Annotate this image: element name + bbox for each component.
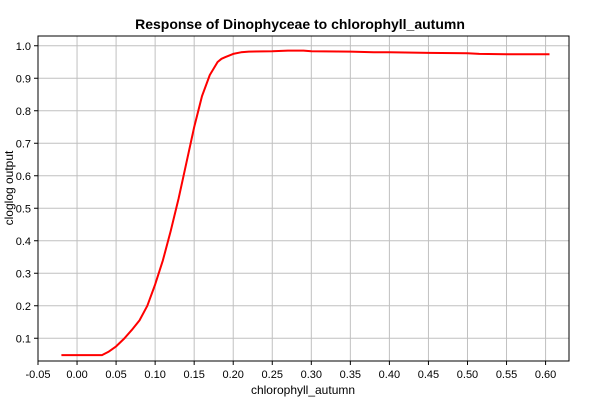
x-tick-label: -0.05 xyxy=(25,369,50,381)
y-tick-label: 0.2 xyxy=(16,301,31,313)
series-layer xyxy=(61,49,550,357)
y-axis-label: cloglog output xyxy=(2,150,16,225)
x-tick-label: 0.55 xyxy=(496,369,517,381)
plot-border xyxy=(37,35,570,362)
x-tick-label: 0.40 xyxy=(379,369,400,381)
y-tick-label: 0.5 xyxy=(16,203,31,215)
chart-title: Response of Dinophyceae to chlorophyll_a… xyxy=(135,16,465,32)
y-tick-label: 0.9 xyxy=(16,73,31,85)
y-tick-label: 0.4 xyxy=(16,236,31,248)
x-tick-label: 0.15 xyxy=(183,369,204,381)
x-tick-label: 0.20 xyxy=(223,369,244,381)
y-tick-label: 0.8 xyxy=(16,106,31,118)
y-axis-ticks: 0.1 0.2 0.3 0.4 0.5 0.6 0.7 0.8 0.9 1.0 xyxy=(16,41,38,345)
x-tick-label: 0.30 xyxy=(301,369,322,381)
gridlines xyxy=(37,36,569,361)
x-tick-label: 0.10 xyxy=(144,369,165,381)
x-tick-label: 0.05 xyxy=(105,369,126,381)
x-tick-label: 0.25 xyxy=(262,369,283,381)
x-tick-label: 0.60 xyxy=(535,369,556,381)
x-tick-label: 0.50 xyxy=(457,369,478,381)
y-tick-label: 0.1 xyxy=(16,333,31,345)
y-tick-label: 0.6 xyxy=(16,171,31,183)
x-tick-label: 0.00 xyxy=(66,369,87,381)
y-tick-label: 0.3 xyxy=(16,268,31,280)
x-tick-label: 0.35 xyxy=(340,369,361,381)
y-tick-label: 0.7 xyxy=(16,138,31,150)
plot-area xyxy=(38,36,569,361)
series-line xyxy=(61,49,550,357)
x-tick-label: 0.45 xyxy=(418,369,439,381)
x-axis-ticks: -0.05 0.00 0.05 0.10 0.15 0.20 0.25 0.30 0.35 0.4… xyxy=(25,361,556,381)
x-axis-label: chlorophyll_autumn xyxy=(251,383,355,397)
y-tick-label: 1.0 xyxy=(16,41,31,53)
